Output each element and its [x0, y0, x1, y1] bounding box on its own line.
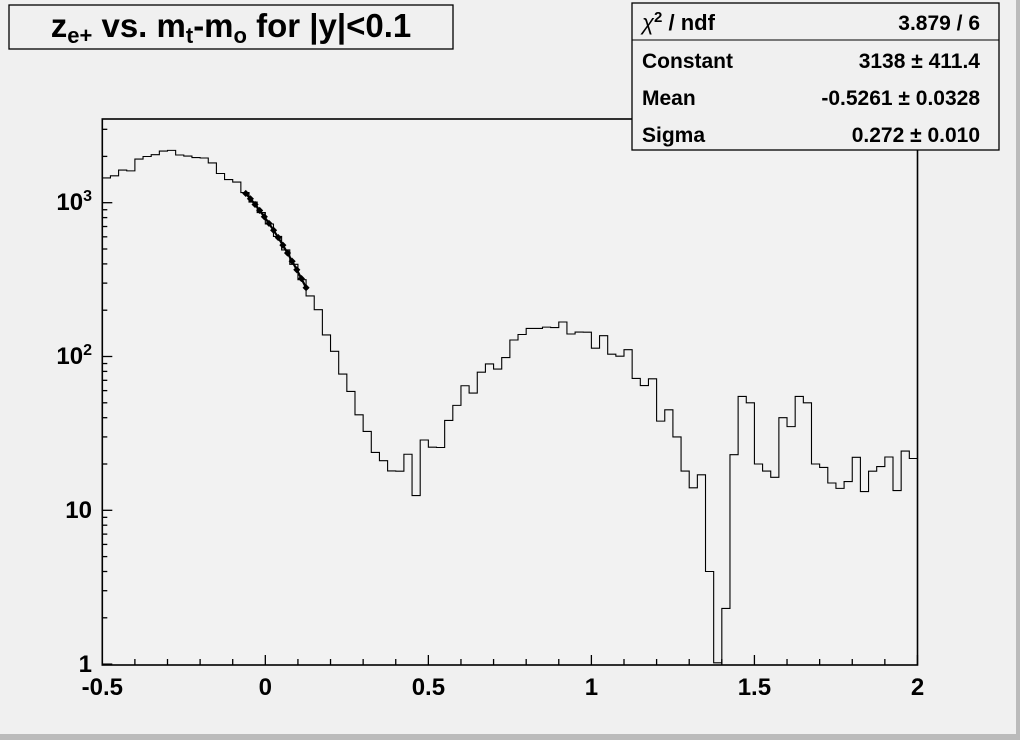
- svg-text:ze+ vs. mt-mo for |y|<0.1: ze+ vs. mt-mo for |y|<0.1: [51, 7, 412, 48]
- svg-text:1: 1: [585, 674, 598, 701]
- svg-text:0.5: 0.5: [412, 674, 445, 701]
- svg-text:2: 2: [911, 674, 924, 701]
- svg-text:0.272 ± 0.010: 0.272 ± 0.010: [852, 124, 980, 147]
- svg-text:χ2 / ndf: χ2 / ndf: [640, 9, 716, 35]
- svg-text:Sigma: Sigma: [642, 124, 705, 147]
- svg-text:-0.5: -0.5: [82, 674, 123, 701]
- svg-text:1: 1: [79, 651, 92, 678]
- svg-text:1.5: 1.5: [738, 674, 771, 701]
- svg-text:3.879 / 6: 3.879 / 6: [898, 12, 980, 35]
- svg-text:3138 ± 411.4: 3138 ± 411.4: [859, 50, 981, 73]
- svg-text:-0.5261 ± 0.0328: -0.5261 ± 0.0328: [821, 87, 980, 110]
- svg-text:0: 0: [259, 674, 272, 701]
- svg-text:10: 10: [65, 497, 92, 524]
- svg-text:Mean: Mean: [642, 87, 696, 110]
- svg-text:Constant: Constant: [642, 50, 733, 73]
